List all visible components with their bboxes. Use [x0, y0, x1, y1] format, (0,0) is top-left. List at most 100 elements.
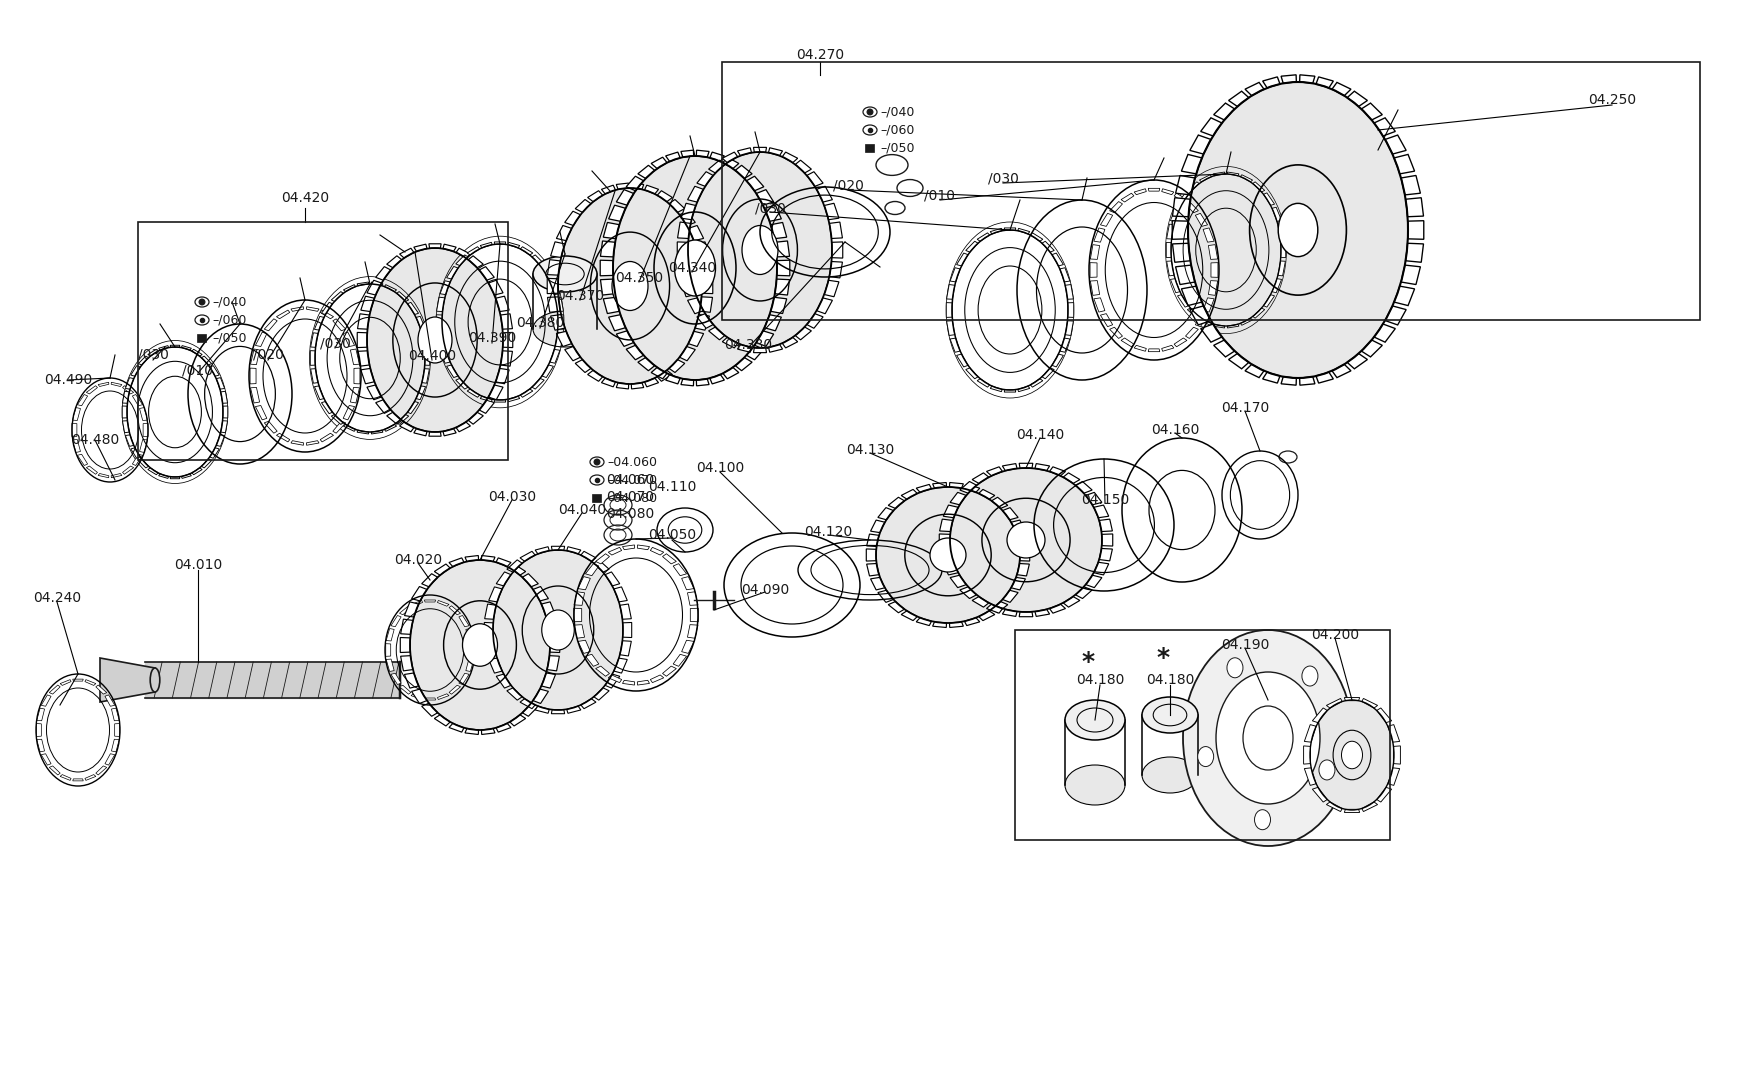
Ellipse shape	[593, 459, 600, 465]
Polygon shape	[1181, 154, 1202, 173]
Polygon shape	[663, 667, 676, 676]
Polygon shape	[496, 296, 510, 311]
Polygon shape	[1120, 338, 1134, 347]
Polygon shape	[939, 519, 953, 532]
Polygon shape	[466, 628, 473, 641]
Polygon shape	[609, 205, 626, 221]
Polygon shape	[489, 586, 503, 602]
Polygon shape	[680, 347, 696, 361]
Polygon shape	[946, 321, 955, 336]
Polygon shape	[1263, 372, 1280, 383]
Polygon shape	[551, 547, 565, 550]
Polygon shape	[666, 152, 680, 162]
Polygon shape	[1165, 261, 1174, 276]
Polygon shape	[1002, 507, 1017, 520]
Polygon shape	[332, 422, 346, 433]
Text: 04.100: 04.100	[696, 461, 744, 475]
Polygon shape	[600, 279, 616, 295]
Polygon shape	[1362, 699, 1377, 708]
Polygon shape	[1388, 768, 1398, 785]
Polygon shape	[972, 473, 988, 484]
Bar	[1014, 630, 1389, 840]
Polygon shape	[567, 547, 581, 554]
Polygon shape	[386, 628, 395, 641]
Polygon shape	[400, 638, 410, 653]
Polygon shape	[722, 152, 737, 163]
Polygon shape	[870, 520, 885, 533]
Polygon shape	[577, 640, 590, 654]
Polygon shape	[581, 699, 596, 708]
Polygon shape	[555, 333, 563, 347]
Polygon shape	[1184, 327, 1198, 338]
Polygon shape	[315, 317, 323, 330]
Polygon shape	[708, 160, 725, 173]
Polygon shape	[1388, 724, 1398, 743]
Polygon shape	[482, 729, 494, 734]
Polygon shape	[1176, 265, 1195, 285]
Polygon shape	[696, 150, 710, 157]
Polygon shape	[1315, 77, 1332, 88]
Polygon shape	[949, 338, 960, 352]
Polygon shape	[972, 597, 988, 607]
Polygon shape	[111, 739, 120, 752]
Ellipse shape	[1064, 700, 1125, 740]
Polygon shape	[264, 422, 277, 433]
Polygon shape	[1189, 135, 1210, 154]
Polygon shape	[600, 241, 616, 257]
Polygon shape	[496, 572, 511, 586]
Polygon shape	[1042, 368, 1054, 379]
Polygon shape	[111, 708, 120, 721]
Polygon shape	[1052, 254, 1063, 266]
Polygon shape	[410, 600, 423, 607]
Polygon shape	[122, 406, 127, 418]
Polygon shape	[1189, 306, 1210, 325]
Text: /020: /020	[831, 178, 863, 192]
Polygon shape	[1029, 379, 1042, 387]
Polygon shape	[353, 368, 360, 384]
Polygon shape	[501, 351, 513, 366]
Polygon shape	[1017, 228, 1029, 234]
Polygon shape	[1184, 201, 1198, 213]
Polygon shape	[1200, 118, 1221, 136]
Ellipse shape	[541, 610, 574, 649]
Polygon shape	[696, 379, 710, 386]
Polygon shape	[1263, 77, 1280, 88]
Polygon shape	[1148, 188, 1160, 192]
Ellipse shape	[1226, 658, 1242, 677]
Polygon shape	[1214, 103, 1235, 120]
Ellipse shape	[1216, 672, 1320, 804]
Polygon shape	[360, 368, 374, 384]
Polygon shape	[574, 592, 584, 606]
Polygon shape	[689, 226, 703, 241]
Polygon shape	[111, 382, 122, 386]
Polygon shape	[638, 357, 654, 370]
Polygon shape	[614, 586, 628, 602]
Polygon shape	[223, 406, 228, 418]
Polygon shape	[97, 382, 110, 386]
Polygon shape	[1109, 201, 1122, 213]
Ellipse shape	[492, 550, 623, 710]
Polygon shape	[807, 171, 823, 186]
Polygon shape	[609, 675, 621, 683]
Polygon shape	[687, 625, 697, 639]
Polygon shape	[61, 775, 71, 780]
Polygon shape	[310, 351, 315, 365]
Polygon shape	[73, 679, 83, 682]
Polygon shape	[1170, 278, 1179, 293]
Polygon shape	[256, 406, 266, 419]
Polygon shape	[1344, 698, 1358, 701]
Polygon shape	[1099, 314, 1111, 326]
Polygon shape	[680, 379, 694, 386]
Polygon shape	[1177, 193, 1188, 205]
Polygon shape	[421, 333, 430, 348]
Polygon shape	[480, 396, 492, 401]
Polygon shape	[478, 400, 494, 413]
Polygon shape	[616, 383, 628, 388]
Polygon shape	[657, 370, 671, 381]
Polygon shape	[158, 474, 169, 478]
Polygon shape	[376, 266, 391, 280]
Polygon shape	[202, 356, 212, 365]
Polygon shape	[676, 261, 690, 278]
Polygon shape	[577, 577, 590, 590]
Polygon shape	[943, 562, 958, 575]
